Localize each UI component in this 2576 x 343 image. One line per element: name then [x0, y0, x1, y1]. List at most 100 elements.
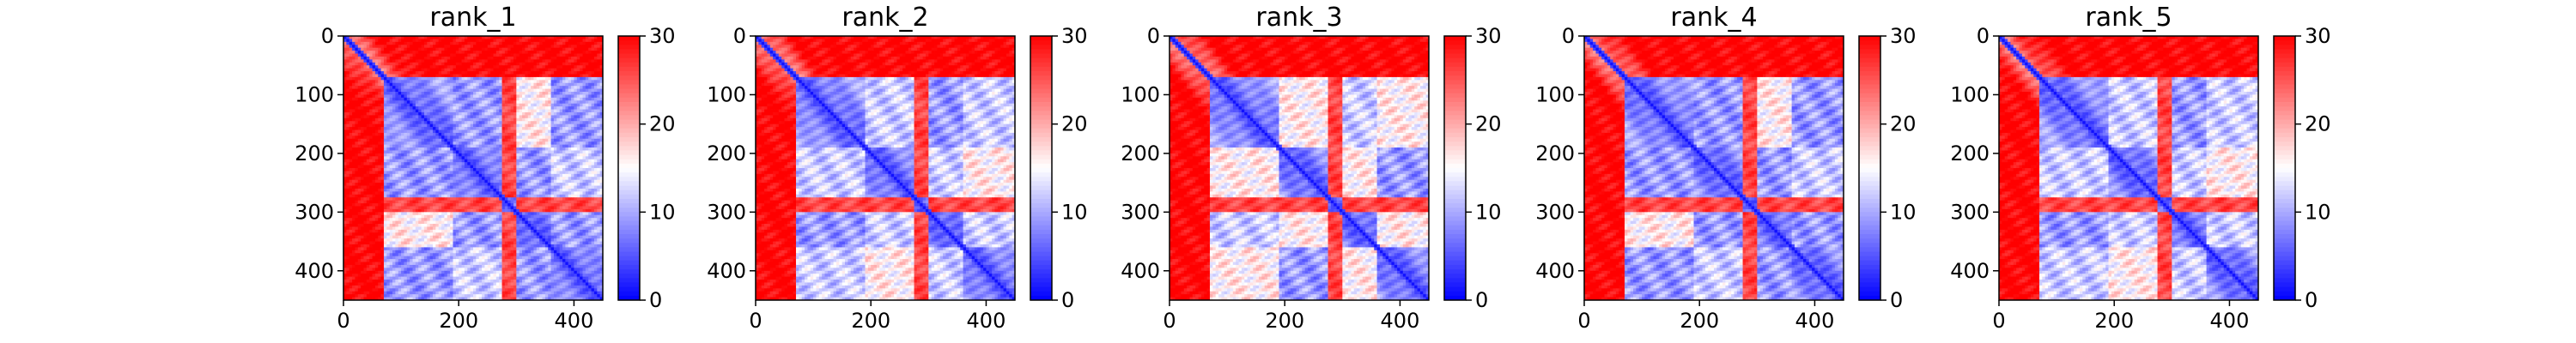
heatmap-cell — [369, 153, 373, 157]
heatmap-cell — [470, 111, 474, 116]
heatmap-cell — [349, 47, 353, 51]
heatmap-cell — [355, 47, 359, 51]
heatmap-cell — [421, 111, 425, 116]
heatmap-cell — [513, 150, 517, 154]
heatmap-cell — [556, 94, 561, 99]
heatmap-cell — [536, 80, 540, 84]
heatmap-cell — [415, 179, 419, 184]
heatmap-cell — [527, 156, 532, 160]
heatmap-cell — [433, 71, 436, 75]
heatmap-cell — [553, 36, 557, 39]
heatmap-cell — [372, 121, 376, 125]
heatmap-cell — [429, 71, 434, 75]
heatmap-cell — [412, 56, 416, 60]
heatmap-cell — [490, 115, 494, 119]
heatmap-cell — [588, 165, 592, 169]
heatmap-cell — [527, 135, 532, 140]
heatmap-cell — [357, 144, 361, 148]
heatmap-cell — [369, 179, 373, 184]
heatmap-cell — [378, 106, 382, 110]
heatmap-cell — [562, 92, 566, 95]
heatmap-cell — [433, 159, 436, 163]
heatmap-cell — [398, 68, 402, 72]
heatmap-cell — [369, 123, 373, 128]
heatmap-cell — [470, 188, 474, 192]
heatmap-cell — [585, 117, 589, 122]
heatmap-cell — [450, 185, 453, 190]
heatmap-cell — [562, 185, 566, 190]
heatmap-cell — [487, 88, 491, 93]
heatmap-cell — [438, 185, 442, 190]
heatmap-cell — [378, 56, 382, 60]
heatmap-cell — [562, 56, 566, 60]
heatmap-cell — [531, 39, 534, 43]
heatmap-cell — [580, 141, 583, 146]
heatmap-cell — [599, 147, 604, 151]
heatmap-cell — [478, 179, 483, 184]
heatmap-cell — [582, 138, 586, 142]
heatmap-cell — [501, 111, 506, 116]
heatmap-cell — [490, 106, 494, 110]
heatmap-cell — [473, 86, 477, 89]
heatmap-cell — [484, 59, 489, 63]
heatmap-cell — [395, 74, 399, 78]
heatmap-cell — [455, 59, 459, 63]
heatmap-cell — [461, 129, 465, 134]
heatmap-cell — [421, 76, 425, 81]
heatmap-cell — [392, 82, 396, 87]
heatmap-cell — [363, 76, 368, 81]
heatmap-cell — [527, 127, 532, 130]
heatmap-cell — [519, 51, 523, 54]
heatmap-cell — [519, 97, 523, 101]
heatmap-cell — [378, 39, 382, 43]
heatmap-cell — [571, 59, 574, 63]
heatmap-cell — [507, 127, 512, 130]
heatmap-cell — [383, 191, 387, 196]
heatmap-cell — [553, 97, 557, 101]
heatmap-cell — [395, 188, 399, 192]
heatmap-cell — [398, 80, 402, 84]
heatmap-cell — [461, 68, 465, 72]
heatmap-cell — [392, 74, 396, 78]
heatmap-cell — [599, 162, 604, 165]
heatmap-cell — [487, 53, 491, 57]
heatmap-cell — [484, 194, 489, 198]
heatmap-cell — [499, 92, 502, 95]
heatmap-cell — [542, 45, 546, 49]
heatmap-cell — [401, 127, 404, 130]
heatmap-cell — [591, 76, 595, 81]
heatmap-cell — [510, 191, 514, 196]
heatmap-cell — [441, 92, 445, 95]
heatmap-cell — [568, 47, 572, 51]
heatmap-cell — [444, 177, 448, 181]
heatmap-cell — [395, 80, 399, 84]
heatmap-cell — [357, 150, 361, 154]
heatmap-cell — [476, 135, 480, 140]
heatmap-cell — [588, 47, 592, 51]
heatmap-cell — [423, 74, 428, 78]
heatmap-cell — [556, 111, 561, 116]
heatmap-cell — [556, 147, 561, 151]
heatmap-cell — [433, 165, 436, 169]
heatmap-cell — [533, 76, 538, 81]
heatmap-cell — [401, 183, 404, 186]
heatmap-cell — [427, 71, 431, 75]
heatmap-cell — [410, 171, 413, 175]
heatmap-cell — [527, 82, 532, 87]
heatmap-cell — [380, 194, 385, 198]
heatmap-cell — [482, 88, 485, 93]
heatmap-cell — [493, 188, 497, 192]
heatmap-cell — [599, 51, 604, 54]
heatmap-cell — [455, 168, 459, 172]
heatmap-cell — [421, 82, 425, 87]
heatmap-cell — [516, 141, 520, 146]
heatmap-cell — [565, 188, 569, 192]
heatmap-cell — [576, 62, 580, 66]
heatmap-cell — [539, 156, 543, 160]
heatmap-cell — [559, 144, 563, 148]
heatmap-cell — [531, 159, 534, 163]
heatmap-cell — [415, 97, 419, 101]
heatmap-cell — [444, 197, 448, 202]
heatmap-cell — [519, 188, 523, 192]
heatmap-cell — [343, 86, 347, 89]
